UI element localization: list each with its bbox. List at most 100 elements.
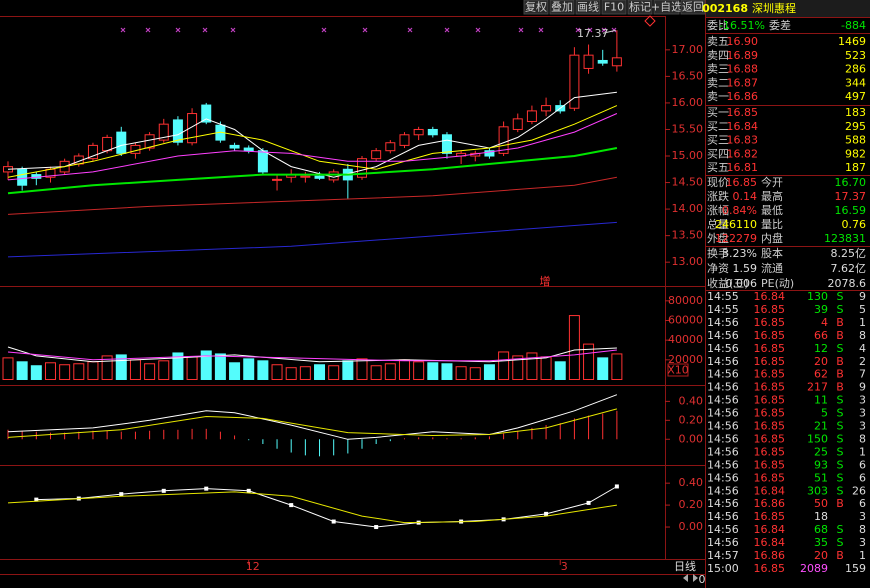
toolbar-button[interactable] bbox=[680, 0, 706, 15]
tick-side: S bbox=[837, 458, 844, 471]
field-label: 今开 bbox=[761, 175, 783, 189]
order-label: 买三 bbox=[707, 134, 729, 147]
signal-marker bbox=[202, 27, 208, 33]
stock-code: 002168 bbox=[702, 2, 748, 15]
indicator-line bbox=[7, 346, 617, 363]
line-dot bbox=[586, 500, 591, 505]
tick-volume: 303 bbox=[807, 484, 828, 497]
toolbar-label[interactable]: 叠加 bbox=[551, 1, 573, 14]
candle-body bbox=[272, 178, 283, 181]
field-label: 股本 bbox=[761, 246, 783, 260]
volume-bar bbox=[214, 353, 226, 380]
signal-marker bbox=[407, 27, 413, 33]
volume-bar bbox=[257, 360, 269, 381]
toolbar-label[interactable]: 复权 bbox=[525, 0, 547, 14]
volume-bar bbox=[285, 367, 297, 381]
period-label[interactable]: 日线 bbox=[674, 559, 696, 573]
tick-time: 14:56 bbox=[707, 523, 739, 536]
field-value: 17.37 bbox=[835, 190, 867, 203]
field-label: 外盘 bbox=[707, 231, 729, 245]
tick-price: 16.85 bbox=[754, 368, 786, 381]
candle-body bbox=[257, 150, 268, 173]
order-price: 16.83 bbox=[727, 134, 759, 147]
y-tick-label: 0.40 bbox=[679, 476, 704, 489]
order-price: 16.81 bbox=[727, 161, 759, 174]
toolbar-label[interactable]: 画线 bbox=[577, 0, 599, 14]
y-tick-label: 13.50 bbox=[672, 229, 704, 242]
order-price: 16.82 bbox=[727, 147, 759, 160]
field-label: 净资 bbox=[707, 261, 729, 275]
order-volume: 982 bbox=[845, 147, 866, 160]
toolbar-button[interactable] bbox=[627, 0, 653, 15]
volume-bar bbox=[427, 362, 439, 380]
toolbar-button[interactable] bbox=[575, 0, 601, 15]
order-volume: 295 bbox=[845, 120, 866, 133]
scroll-arrows[interactable] bbox=[683, 574, 698, 582]
tick-volume: 25 bbox=[814, 445, 828, 458]
tick-volume: 93 bbox=[814, 458, 828, 471]
tick-count: 2 bbox=[859, 355, 866, 368]
tick-count: 6 bbox=[859, 471, 866, 484]
signal-marker bbox=[362, 27, 368, 33]
field-label: 委差 bbox=[769, 18, 791, 32]
line-dot bbox=[119, 492, 124, 497]
tick-side: B bbox=[836, 329, 844, 342]
tick-price: 16.86 bbox=[754, 497, 786, 510]
field-value: -16.51% bbox=[719, 19, 765, 32]
volume-bar bbox=[370, 365, 382, 381]
toolbar-button[interactable] bbox=[601, 0, 627, 15]
volume-bar bbox=[597, 357, 609, 381]
x-tick-label: 3 bbox=[561, 560, 568, 573]
tick-price: 16.85 bbox=[754, 445, 786, 458]
line-dot bbox=[34, 497, 39, 502]
toolbar-label[interactable]: +自选 bbox=[651, 1, 682, 14]
field-value: 0.14 bbox=[733, 190, 758, 203]
tick-volume: 130 bbox=[807, 290, 828, 303]
volume-bar bbox=[172, 352, 184, 381]
field-label: 总量 bbox=[707, 217, 729, 231]
toolbar-button[interactable] bbox=[653, 0, 680, 15]
toolbar-button[interactable] bbox=[549, 0, 575, 15]
toolbar-label[interactable]: 返回 bbox=[682, 1, 704, 14]
y-tick-label: 20000 bbox=[668, 353, 703, 366]
field-label: 流通 bbox=[761, 261, 783, 275]
indicator-line bbox=[7, 221, 617, 258]
tick-volume: 68 bbox=[814, 523, 828, 536]
tick-price: 16.85 bbox=[754, 458, 786, 471]
tick-time: 14:56 bbox=[707, 536, 739, 549]
tick-volume: 66 bbox=[814, 329, 828, 342]
tick-count: 6 bbox=[859, 458, 866, 471]
tick-side: B bbox=[836, 316, 844, 329]
signal-marker bbox=[444, 27, 450, 33]
tick-side: B bbox=[836, 355, 844, 368]
tick-side: S bbox=[837, 407, 844, 420]
tick-time: 14:56 bbox=[707, 497, 739, 510]
candle-body bbox=[130, 144, 141, 154]
volume-bar bbox=[554, 361, 566, 380]
tick-volume: 35 bbox=[814, 536, 828, 549]
indicator-line bbox=[7, 147, 618, 195]
candle-body bbox=[611, 57, 622, 67]
y-tick-label: 0.40 bbox=[679, 394, 704, 407]
volume-bar bbox=[611, 353, 623, 380]
toolbar-label[interactable]: 标记 bbox=[629, 0, 651, 14]
field-value: 2078.6 bbox=[828, 277, 867, 290]
tick-time: 14:56 bbox=[707, 407, 739, 420]
order-label: 买四 bbox=[707, 147, 729, 160]
tick-time: 14:57 bbox=[707, 549, 739, 562]
candle-body bbox=[314, 175, 325, 179]
tick-volume: 150 bbox=[807, 432, 828, 445]
toolbar-button[interactable] bbox=[523, 0, 549, 15]
tick-price: 16.85 bbox=[754, 329, 786, 342]
tick-volume: 21 bbox=[814, 420, 828, 433]
tick-side: S bbox=[837, 420, 844, 433]
tick-count: 6 bbox=[859, 497, 866, 510]
order-label: 卖三 bbox=[707, 63, 729, 76]
order-price: 16.84 bbox=[727, 120, 759, 133]
candle-body bbox=[413, 128, 424, 136]
toolbar-label[interactable]: F10 bbox=[604, 1, 624, 14]
tick-volume: 2089 bbox=[800, 562, 828, 575]
